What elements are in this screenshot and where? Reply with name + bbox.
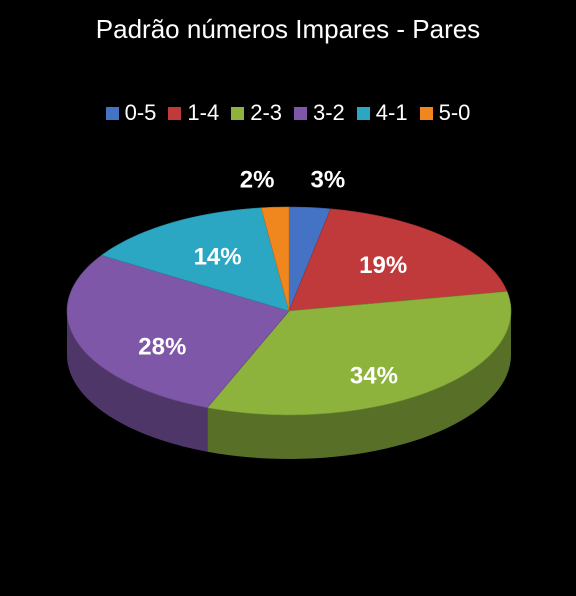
pie-slice-side xyxy=(207,311,511,459)
legend-swatch xyxy=(105,106,119,120)
pie-top-group xyxy=(66,206,512,416)
legend-item: 5-0 xyxy=(419,100,471,126)
data-label: 34% xyxy=(350,362,398,389)
legend-label: 3-2 xyxy=(313,100,345,125)
legend-label: 1-4 xyxy=(187,100,220,125)
pie-slice-5-0 xyxy=(260,206,290,312)
data-label: 3% xyxy=(311,166,346,193)
pie-side-group xyxy=(67,311,511,459)
data-labels: 3% 19% 34% 28% 14% 2% xyxy=(138,166,407,389)
pie-slice-4-1 xyxy=(100,207,290,312)
legend: 0-5 1-4 2-3 3-2 4-1 5-0 xyxy=(0,100,576,126)
data-label: 19% xyxy=(359,252,407,279)
legend-item: 2-3 xyxy=(231,100,282,126)
pie-slice-side xyxy=(67,311,208,452)
legend-label: 2-3 xyxy=(250,100,282,125)
legend-label: 5-0 xyxy=(438,100,471,125)
legend-item: 0-5 xyxy=(105,100,157,126)
data-label: 14% xyxy=(194,244,242,271)
legend-swatch xyxy=(168,106,182,120)
legend-label: 4-1 xyxy=(375,100,408,125)
legend-swatch xyxy=(419,106,433,120)
data-label: 2% xyxy=(240,166,275,193)
data-label: 28% xyxy=(138,334,186,361)
legend-swatch xyxy=(231,106,245,120)
legend-item: 3-2 xyxy=(294,100,345,126)
pie-slice-2-3 xyxy=(206,291,512,416)
legend-label: 0-5 xyxy=(124,100,157,125)
legend-swatch xyxy=(294,106,307,120)
legend-item: 4-1 xyxy=(356,100,408,126)
legend-swatch xyxy=(356,106,370,120)
pie-slice-3-2 xyxy=(66,254,290,409)
chart-title: Padrão números Impares - Pares xyxy=(95,14,481,44)
legend-item: 1-4 xyxy=(168,100,219,126)
pie-slice-1-4 xyxy=(288,208,508,312)
